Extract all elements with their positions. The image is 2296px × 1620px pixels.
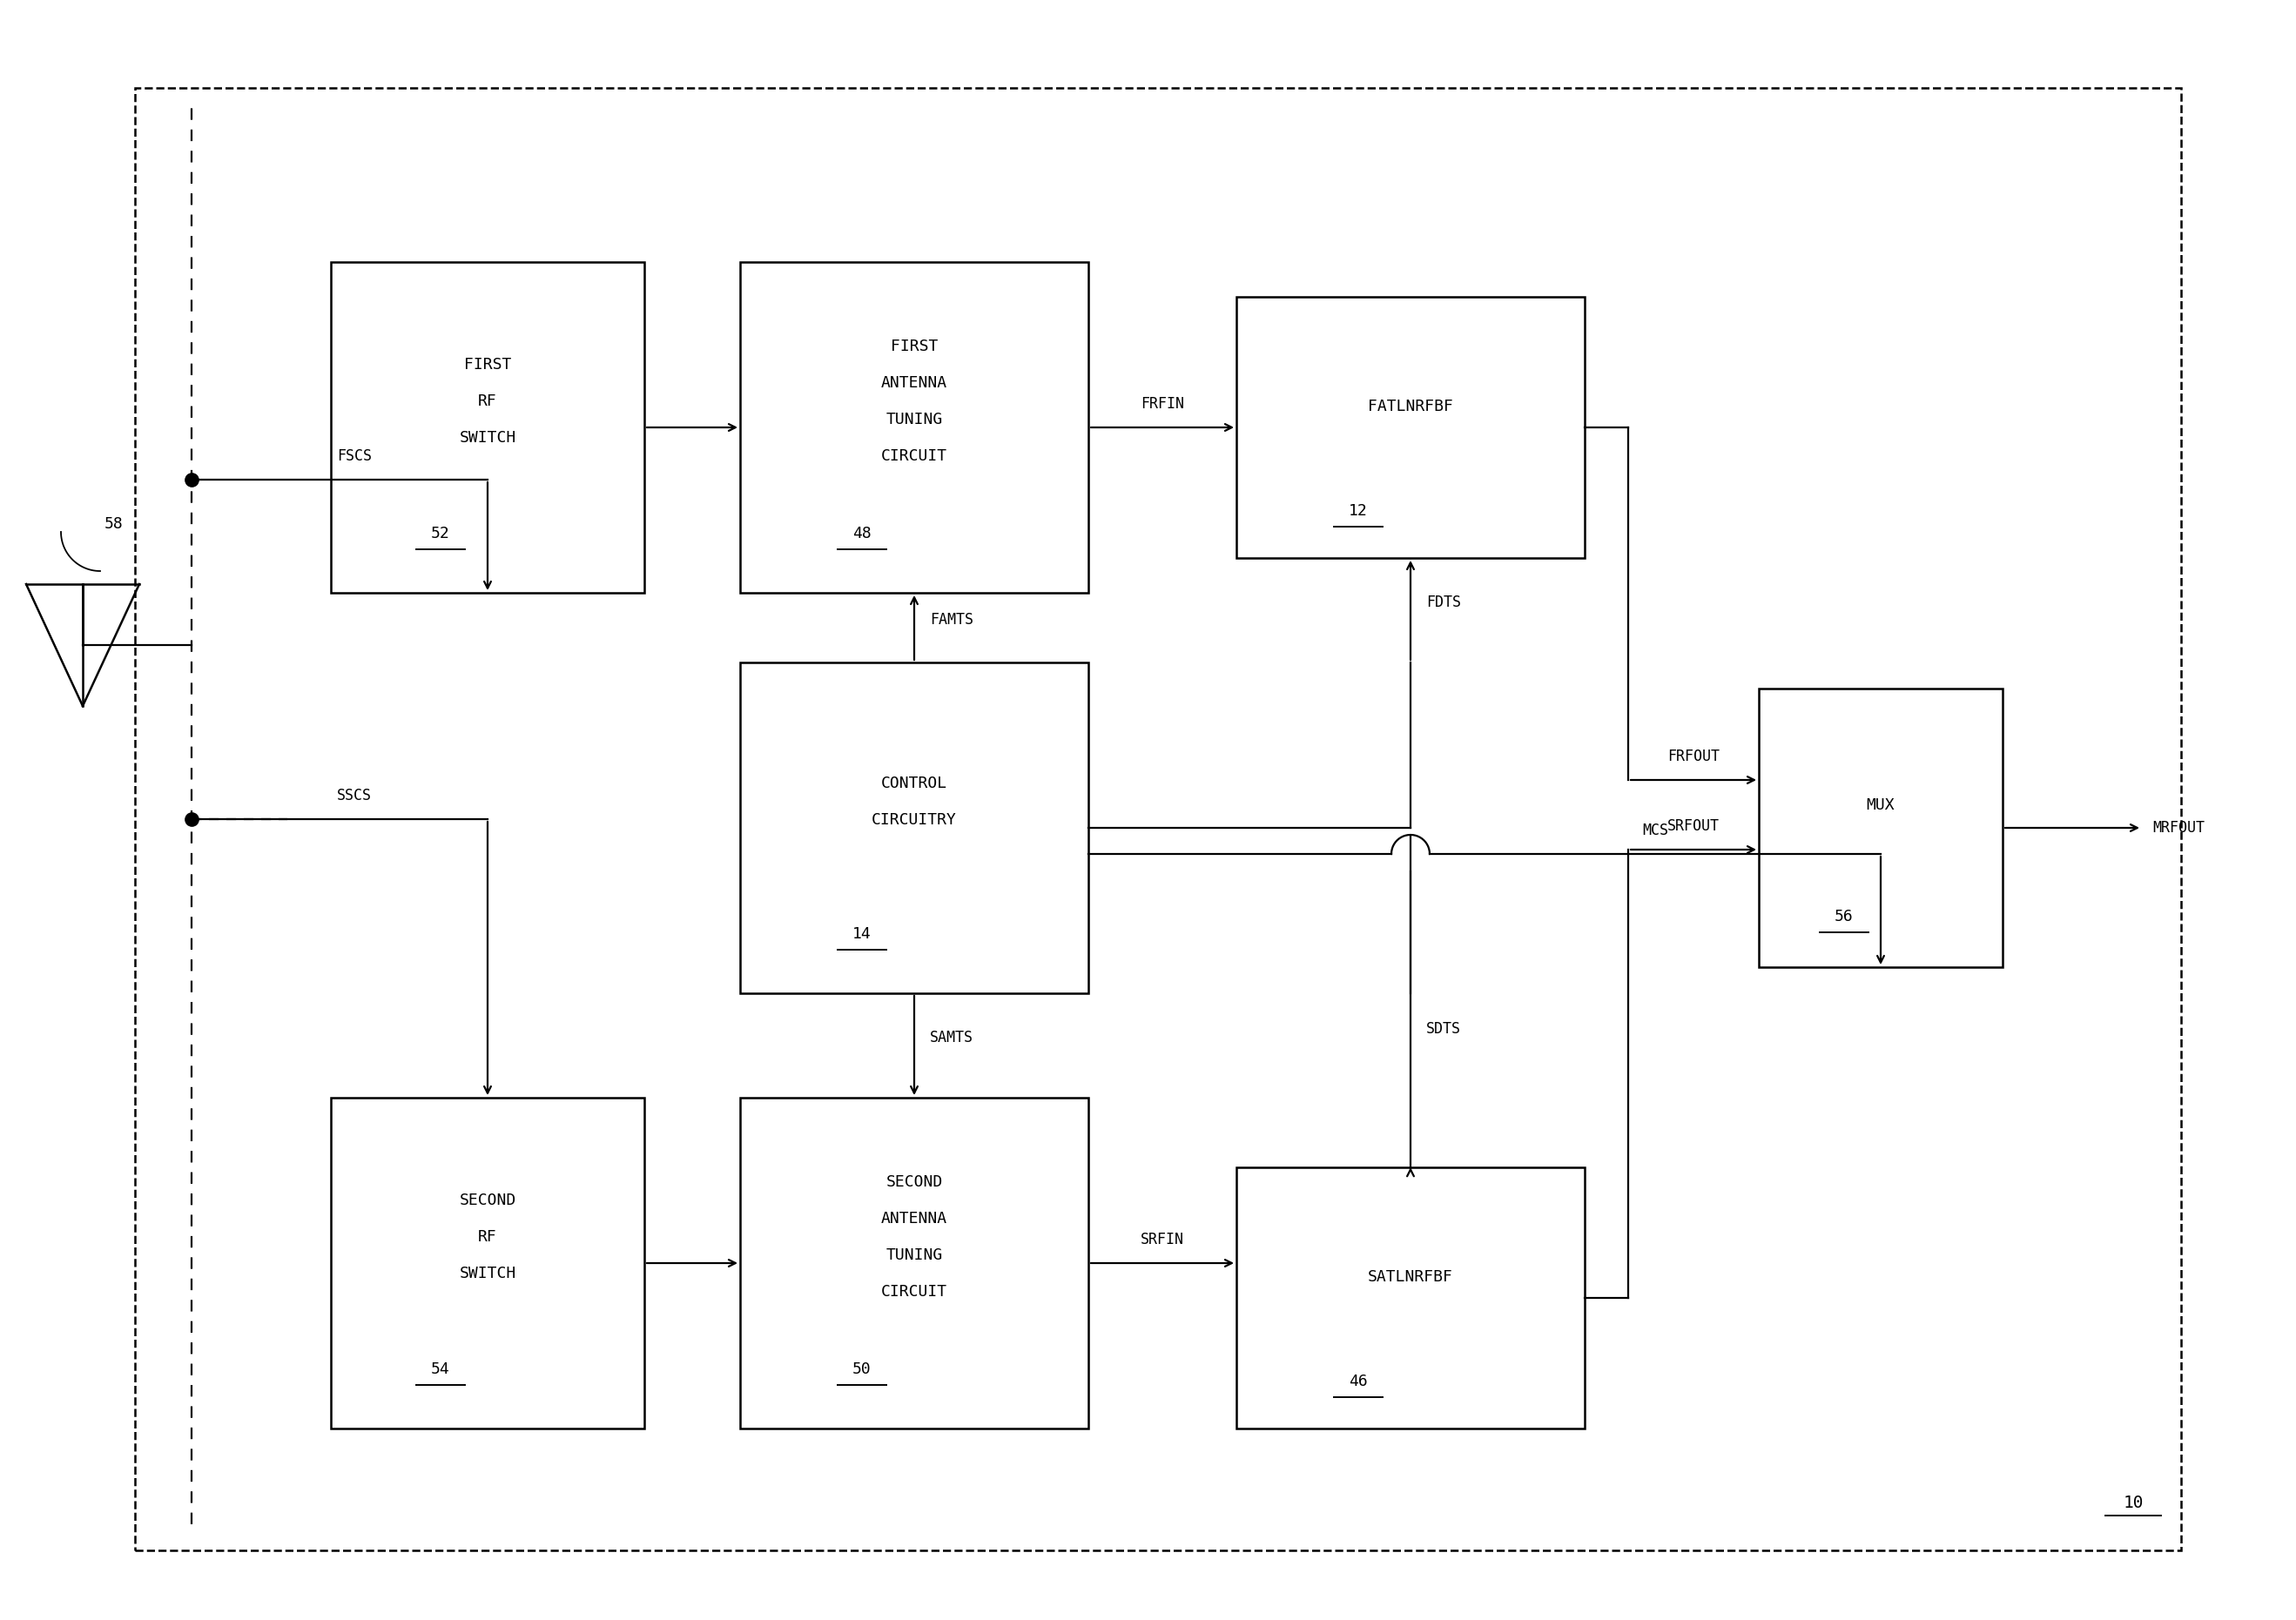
Text: FDTS: FDTS	[1426, 595, 1460, 611]
Text: SRFOUT: SRFOUT	[1667, 818, 1720, 834]
Text: 12: 12	[1348, 504, 1368, 518]
Text: SSCS: SSCS	[338, 787, 372, 804]
Text: FSCS: FSCS	[338, 449, 372, 463]
Text: FRFIN: FRFIN	[1141, 395, 1185, 411]
Text: 14: 14	[852, 927, 872, 941]
Text: 46: 46	[1348, 1374, 1368, 1390]
Text: CONTROL: CONTROL	[882, 776, 948, 791]
Text: 10: 10	[2124, 1495, 2144, 1511]
Text: FAMTS: FAMTS	[930, 612, 974, 627]
Text: 52: 52	[432, 525, 450, 541]
Text: SAMTS: SAMTS	[930, 1030, 974, 1045]
Text: SATLNRFBF: SATLNRFBF	[1368, 1268, 1453, 1285]
Text: FIRST: FIRST	[891, 339, 937, 353]
Text: 56: 56	[1835, 909, 1853, 925]
Text: ANTENNA: ANTENNA	[882, 374, 948, 390]
Text: SRFIN: SRFIN	[1141, 1231, 1185, 1247]
Text: SDTS: SDTS	[1426, 1021, 1460, 1037]
Text: RF: RF	[478, 394, 496, 408]
Text: FATLNRFBF: FATLNRFBF	[1368, 399, 1453, 415]
Text: TUNING: TUNING	[886, 1247, 944, 1262]
Text: CIRCUIT: CIRCUIT	[882, 449, 948, 463]
Text: MRFOUT: MRFOUT	[2151, 820, 2204, 836]
Text: SWITCH: SWITCH	[459, 1265, 517, 1281]
Text: 48: 48	[852, 525, 872, 541]
Text: 58: 58	[106, 517, 124, 531]
Text: 50: 50	[852, 1361, 872, 1377]
Text: FIRST: FIRST	[464, 356, 512, 373]
Text: TUNING: TUNING	[886, 411, 944, 428]
Text: SECOND: SECOND	[886, 1174, 944, 1189]
Text: MCS: MCS	[1642, 823, 1669, 838]
Text: FRFOUT: FRFOUT	[1667, 748, 1720, 765]
Text: ANTENNA: ANTENNA	[882, 1210, 948, 1226]
Text: CIRCUIT: CIRCUIT	[882, 1283, 948, 1299]
Text: MUX: MUX	[1867, 797, 1894, 813]
Text: SECOND: SECOND	[459, 1192, 517, 1209]
Text: 54: 54	[432, 1361, 450, 1377]
Text: CIRCUITRY: CIRCUITRY	[872, 812, 957, 828]
Text: RF: RF	[478, 1230, 496, 1244]
Text: SWITCH: SWITCH	[459, 429, 517, 446]
